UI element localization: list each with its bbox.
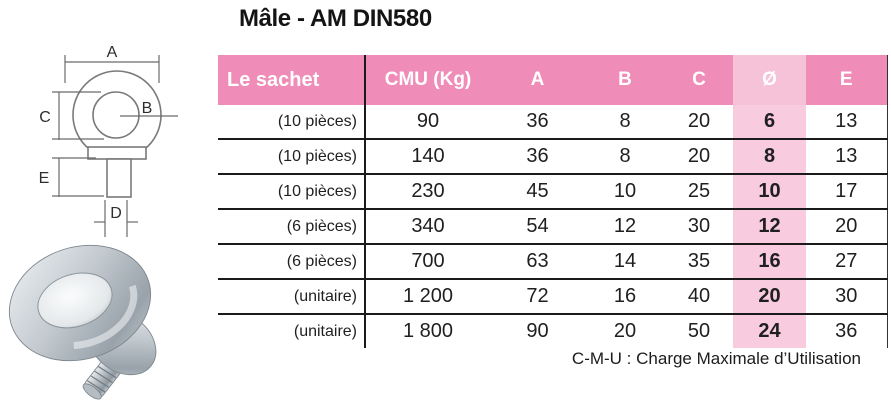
cell-a: 36 [490,139,585,175]
table-row: (6 pièces) 700 63 14 35 16 27 [218,244,888,280]
spec-table: Le sachet CMU (Kg) A B C Ø E (10 pièces)… [218,55,888,348]
table-row: (6 pièces) 340 54 12 30 12 20 [218,209,888,245]
cell-e: 27 [806,244,888,280]
column-header-e: E [806,55,888,105]
cell-cmu: 140 [365,139,490,175]
cell-cmu: 230 [365,174,490,210]
cell-e: 13 [806,139,888,175]
cell-c: 20 [665,105,733,140]
column-header-diameter: Ø [733,55,806,105]
cell-diameter: 8 [733,139,806,175]
cell-sachet: (6 pièces) [218,244,366,280]
cell-e: 17 [806,174,888,210]
table-row: (unitaire) 1 200 72 16 40 20 30 [218,279,888,315]
cell-e: 30 [806,279,888,315]
cell-diameter: 16 [733,244,806,280]
cell-a: 63 [490,244,585,280]
cell-b: 12 [585,209,665,245]
cmu-footnote: C-M-U : Charge Maximale d’Utilisation [571,349,861,368]
column-header-a: A [490,55,585,105]
dim-label-b: B [142,100,153,117]
cell-sachet: (unitaire) [218,279,366,315]
cell-c: 35 [665,244,733,280]
column-header-sachet: Le sachet [218,55,366,105]
dim-label-a: A [107,44,118,61]
cell-diameter: 10 [733,174,806,210]
cell-a: 72 [490,279,585,315]
cell-sachet: (10 pièces) [218,105,366,140]
dimension-diagram: A B C D E [39,44,178,237]
eyebolt-ring-hole [92,91,140,139]
table-row: (unitaire) 1 800 90 20 50 24 36 [218,314,888,348]
cell-a: 45 [490,174,585,210]
column-header-b: B [585,55,665,105]
cell-cmu: 700 [365,244,490,280]
cell-b: 14 [585,244,665,280]
cell-diameter: 24 [733,314,806,348]
cell-c: 25 [665,174,733,210]
cell-cmu: 90 [365,105,490,140]
cell-e: 20 [806,209,888,245]
cell-b: 10 [585,174,665,210]
table-row: (10 pièces) 90 36 8 20 6 13 [218,105,888,140]
photo-ring [8,244,152,362]
cell-diameter: 12 [733,209,806,245]
cell-a: 90 [490,314,585,348]
dim-label-d: D [110,205,122,222]
column-header-c: C [665,55,733,105]
cell-b: 20 [585,314,665,348]
cell-sachet: (10 pièces) [218,174,366,210]
cell-sachet: (6 pièces) [218,209,366,245]
cell-diameter: 20 [733,279,806,315]
eyebolt-shank [106,158,132,198]
cell-c: 30 [665,209,733,245]
cell-e: 36 [806,314,888,348]
dim-label-c: C [39,109,51,126]
table-row: (10 pièces) 230 45 10 25 10 17 [218,174,888,210]
cell-sachet: (10 pièces) [218,139,366,175]
cell-e: 13 [806,105,888,140]
column-header-cmu: CMU (Kg) [365,55,490,105]
cell-a: 36 [490,105,585,140]
cell-cmu: 340 [365,209,490,245]
cell-c: 40 [665,279,733,315]
cell-b: 16 [585,279,665,315]
eyebolt-outline [72,70,162,198]
cell-sachet: (unitaire) [218,314,366,348]
cell-c: 50 [665,314,733,348]
page-title: Mâle - AM DIN580 [239,5,432,32]
header-row: Le sachet CMU (Kg) A B C Ø E [218,55,888,105]
cell-a: 54 [490,209,585,245]
cell-cmu: 1 800 [365,314,490,348]
cell-diameter: 6 [733,105,806,140]
cell-b: 8 [585,105,665,140]
cell-cmu: 1 200 [365,279,490,315]
table-row: (10 pièces) 140 36 8 20 8 13 [218,139,888,175]
eyebolt-collar [87,146,147,160]
dimension-lines [52,55,178,237]
product-photo [8,244,157,400]
cell-b: 8 [585,139,665,175]
cell-c: 20 [665,139,733,175]
dim-label-e: E [39,170,50,187]
